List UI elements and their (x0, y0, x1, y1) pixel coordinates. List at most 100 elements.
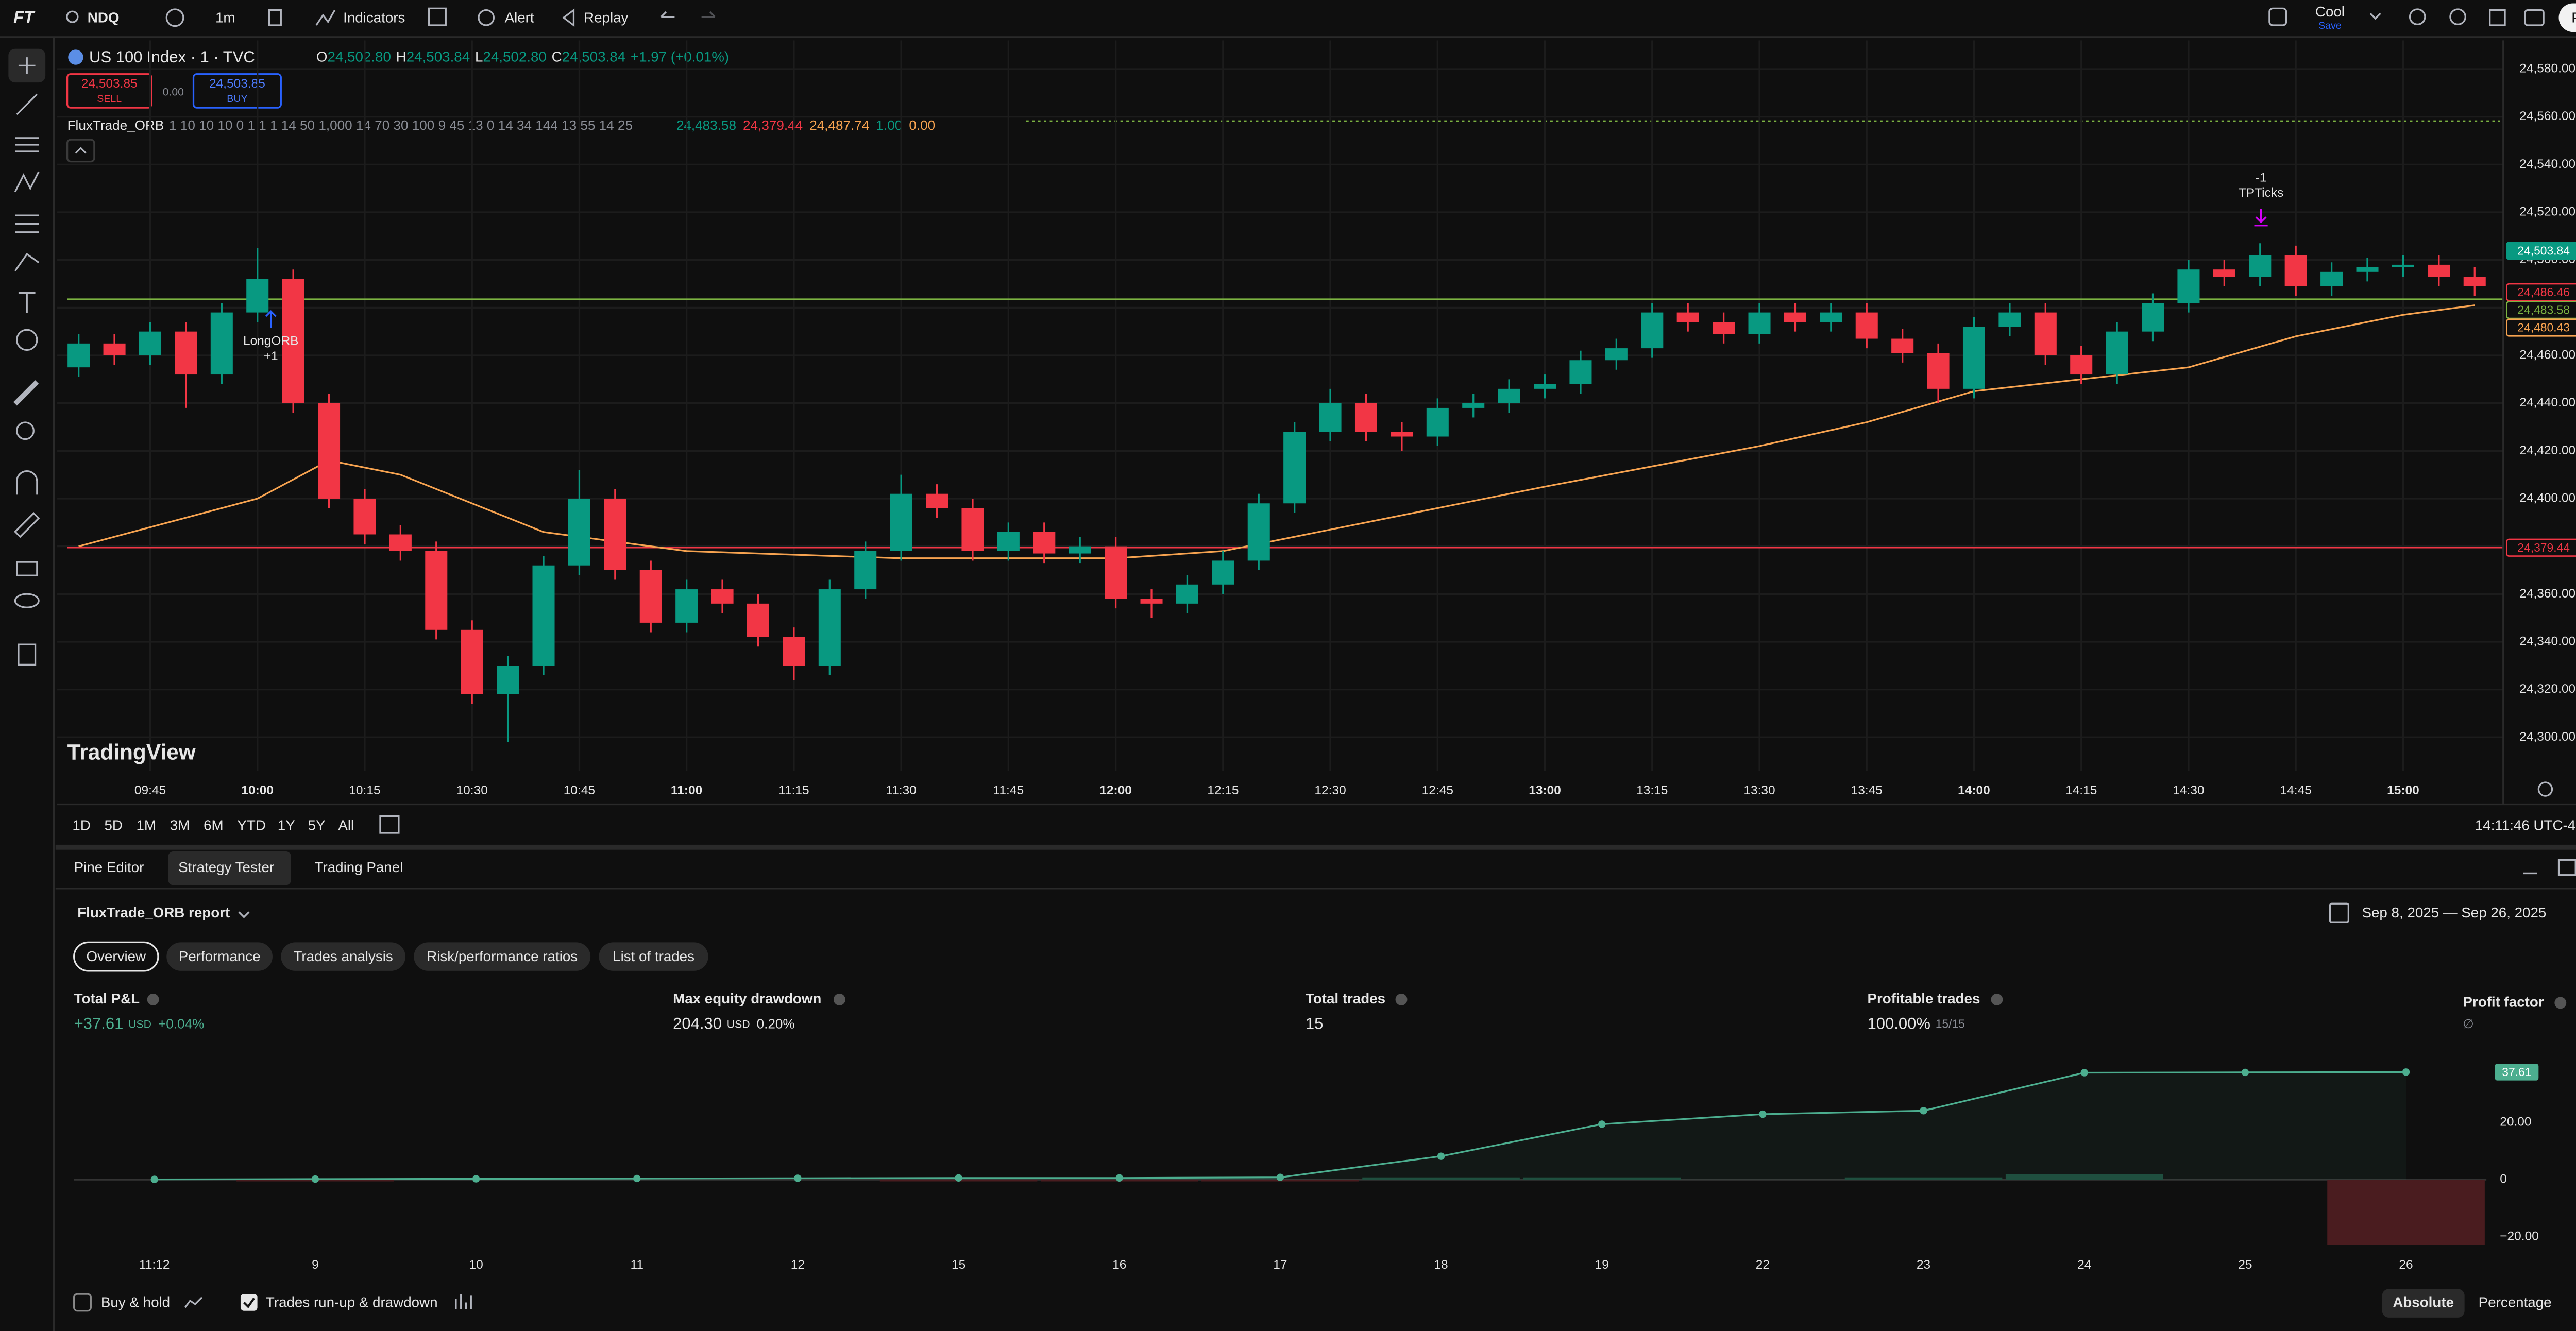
replay-icon (562, 8, 575, 27)
layout-name[interactable]: Cool (2315, 4, 2345, 20)
sell-button[interactable] (66, 73, 152, 109)
range-button[interactable]: YTD (237, 817, 265, 833)
candle-body (1605, 348, 1628, 361)
layout-icon[interactable] (2268, 7, 2287, 26)
range-button[interactable]: 6M (204, 817, 224, 833)
publish-button-bg[interactable] (2558, 3, 2576, 32)
settings[interactable] (2449, 8, 2466, 26)
replay-button[interactable]: Replay (584, 9, 628, 25)
report-tab-active[interactable] (73, 941, 159, 972)
range-button[interactable]: 5Y (308, 817, 326, 833)
info-icon[interactable] (833, 994, 845, 1005)
zoom-tool[interactable] (16, 421, 35, 440)
symbol-search[interactable]: NDQ (88, 9, 120, 25)
lock-tool[interactable] (16, 561, 38, 576)
measure-tool[interactable] (13, 380, 39, 406)
panel-tab[interactable]: Pine Editor (74, 859, 144, 875)
equity-point (150, 1175, 158, 1183)
candle-body (2249, 255, 2272, 277)
range-button[interactable]: All (338, 817, 354, 833)
report-title[interactable]: FluxTrade_ORB report (77, 905, 230, 920)
icon-tool[interactable] (16, 329, 38, 351)
report-tab[interactable]: Overview (86, 948, 146, 964)
forecast-tool[interactable] (15, 214, 39, 233)
date-range[interactable]: Sep 8, 2025 — Sep 26, 2025 (2362, 905, 2546, 920)
snapshot[interactable] (2524, 9, 2545, 26)
brush-tool[interactable] (14, 252, 40, 271)
fullscreen[interactable] (2489, 9, 2506, 26)
report-tab[interactable]: Performance (179, 948, 261, 964)
info-icon[interactable] (2554, 997, 2567, 1009)
info-icon[interactable] (1991, 994, 2003, 1005)
range-button[interactable]: 5D (104, 817, 122, 833)
panel-tab[interactable]: Trading Panel (315, 859, 403, 875)
range-button[interactable]: 1D (72, 817, 90, 833)
alert-button[interactable]: Alert (505, 9, 534, 25)
y-tick-label: 24,340.00 (2519, 634, 2575, 648)
metric-label: Profitable trades (1867, 991, 1980, 1006)
maximize-panel[interactable] (2557, 859, 2576, 876)
buy-hold-label[interactable]: Buy & hold (101, 1294, 170, 1310)
goto-date[interactable] (379, 815, 400, 834)
templates[interactable] (428, 7, 447, 26)
indicators-button[interactable]: Indicators (343, 9, 405, 25)
clock: 14:11:46 UTC-4 (2475, 817, 2575, 833)
pattern-tool[interactable] (14, 171, 40, 193)
price-tag-label: 24,483.58 (2517, 303, 2570, 316)
runup-label[interactable]: Trades run-up & drawdown (266, 1294, 438, 1310)
buy-button[interactable] (192, 73, 282, 109)
runup-drawdown-bar (2327, 1180, 2485, 1245)
remove-tool[interactable] (18, 643, 37, 666)
quick-search[interactable] (2409, 8, 2426, 26)
metric-number: 204.30 (673, 1015, 722, 1033)
report-tab[interactable]: List of trades (613, 948, 694, 964)
report-tab[interactable]: Risk/performance ratios (427, 948, 578, 964)
text-tool[interactable] (18, 292, 36, 313)
range-button[interactable]: 1Y (278, 817, 295, 833)
publish-button[interactable]: Publish (2571, 9, 2576, 25)
collapse-legend[interactable] (66, 139, 95, 163)
range-button[interactable]: 1M (136, 817, 156, 833)
range-button[interactable]: 3M (170, 817, 190, 833)
candle-body (1820, 312, 1842, 322)
trend-line-tool[interactable] (16, 93, 38, 115)
add-symbol[interactable] (165, 8, 184, 27)
checkbox-checked[interactable] (240, 1294, 258, 1311)
report-tab-bg[interactable] (166, 942, 273, 971)
absolute-toggle[interactable]: Absolute (2393, 1294, 2454, 1310)
percentage-toggle[interactable]: Percentage (2479, 1294, 2552, 1310)
layout-menu[interactable] (2369, 12, 2381, 20)
lock-drawing[interactable] (14, 512, 40, 538)
x-tick-label: 15 (952, 1258, 965, 1272)
checkbox[interactable] (73, 1293, 92, 1312)
panel-splitter[interactable] (55, 844, 2576, 850)
panel-tab-active-bg[interactable] (168, 851, 291, 885)
info-icon[interactable] (147, 994, 159, 1005)
indicator-name[interactable]: FluxTrade_ORB (67, 117, 164, 133)
report-tab-bg[interactable] (281, 942, 405, 971)
interval[interactable]: 1m (215, 9, 235, 25)
candle-body (1676, 312, 1699, 322)
metric-number: 100.00% (1867, 1015, 1930, 1033)
chart-style[interactable] (268, 9, 282, 26)
candle-body (1462, 403, 1485, 408)
hide-tool[interactable] (14, 593, 40, 608)
candle-body (1998, 312, 2021, 327)
logo[interactable]: FT (13, 8, 36, 27)
undo[interactable] (660, 11, 675, 18)
fib-tool[interactable] (15, 137, 39, 152)
axis-settings[interactable] (2537, 781, 2553, 797)
absolute-bg[interactable] (2382, 1289, 2465, 1318)
candle-body (1713, 322, 1735, 334)
report-tab-bg[interactable] (414, 942, 591, 971)
magnet-tool[interactable] (16, 470, 38, 495)
panel-tab[interactable]: Strategy Tester (178, 859, 274, 875)
redo[interactable] (701, 11, 716, 18)
report-tab-bg[interactable] (599, 942, 708, 971)
candle-body (2213, 269, 2235, 277)
info-icon[interactable] (1395, 994, 1408, 1005)
report-tab[interactable]: Trades analysis (293, 948, 393, 964)
range-bar: 1D 5D 1M 3M 6M YTD 1Y 5Y All 14:11:46 UT… (57, 781, 2576, 834)
close-label: C (552, 49, 562, 65)
symbol-title[interactable]: US 100 Index · 1 · TVC (89, 48, 255, 66)
